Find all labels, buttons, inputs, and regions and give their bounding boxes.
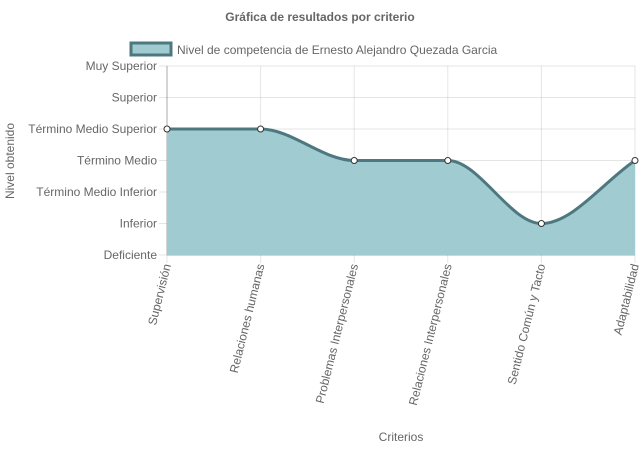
x-tick-label: Relaciones Interpersonales <box>406 262 455 406</box>
data-point[interactable] <box>257 125 265 133</box>
x-tick-label: Sentido Común y Tacto <box>505 262 549 386</box>
legend[interactable]: Nivel de competencia de Ernesto Alejandr… <box>129 41 498 57</box>
y-axis-ticks: Deficiente Inferior Término Medio Inferior… <box>28 59 157 262</box>
x-axis-ticks: Supervisión Relaciones humanas Problemas I… <box>145 262 639 407</box>
legend-label[interactable]: Nivel de competencia de Ernesto Alejandr… <box>177 43 498 57</box>
x-tick-label: Problemas Interpersonales <box>313 262 361 405</box>
data-point[interactable] <box>163 125 171 133</box>
series-area <box>163 125 639 255</box>
y-tick-label: Término Medio Superior <box>28 122 157 136</box>
series-area-fill <box>167 129 635 255</box>
data-point[interactable] <box>537 220 545 227</box>
legend-swatch[interactable] <box>129 41 173 57</box>
data-point[interactable] <box>444 157 452 164</box>
y-tick-label: Inferior <box>120 217 157 231</box>
data-point[interactable] <box>631 157 639 164</box>
y-tick-label: Superior <box>112 91 157 105</box>
y-tick-label: Muy Superior <box>86 59 157 73</box>
y-tick-label: Término Medio Inferior <box>36 185 157 199</box>
data-point[interactable] <box>350 157 358 164</box>
y-tick-label: Término Medio <box>77 154 157 168</box>
x-tick-label: Supervisión <box>145 262 174 326</box>
x-tick-label: Adaptabilidad <box>611 262 639 336</box>
y-axis-label: Nivel obtenido <box>3 123 17 199</box>
y-tick-label: Deficiente <box>104 248 158 262</box>
x-axis-label: Criterios <box>379 430 424 444</box>
chart-title: Gráfica de resultados por criterio <box>225 10 414 24</box>
x-tick-label: Relaciones humanas <box>227 262 268 374</box>
